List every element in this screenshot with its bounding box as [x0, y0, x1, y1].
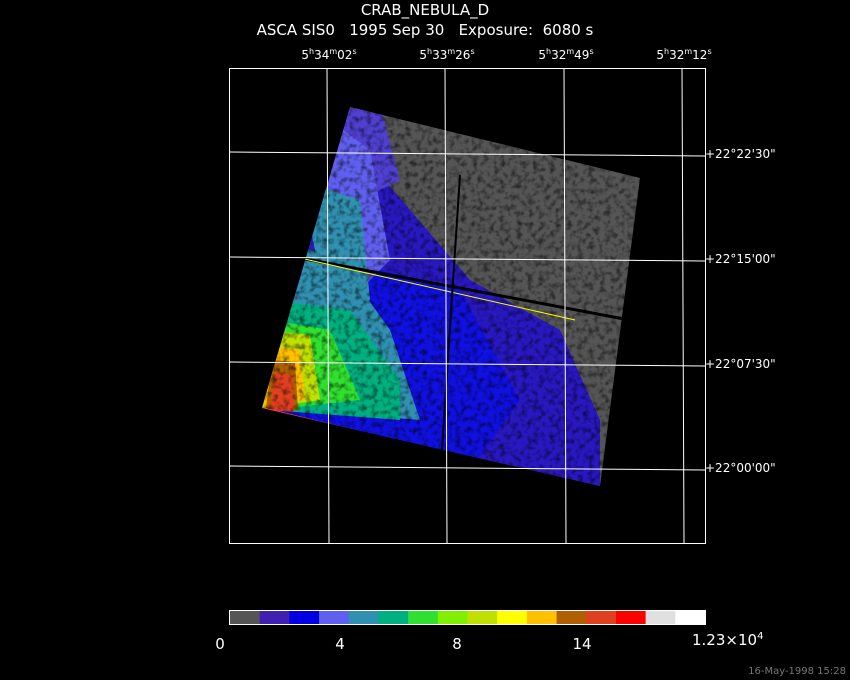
colorbar-swatch: [437, 611, 468, 624]
dec-label: +22°00'00": [705, 461, 776, 475]
ra-label: 5h34m02s: [301, 47, 357, 62]
observation-info: ASCA SIS0 1995 Sep 30 Exposure: 6080 s: [256, 21, 594, 39]
colorbar-max-label: 1.23×104: [692, 631, 764, 649]
colorbar-tick: 0: [215, 635, 225, 653]
colorbar-swatch: [675, 611, 706, 624]
colorbar-tick: 14: [572, 635, 592, 653]
colorbar-swatch: [556, 611, 587, 624]
ra-label: 5h32m49s: [538, 47, 594, 62]
ra-label: 5h33m26s: [419, 47, 475, 62]
plot-frame: [229, 68, 706, 544]
colorbar: [230, 611, 706, 624]
image-title: CRAB_NEBULA_D: [360, 1, 490, 19]
colorbar-swatch: [497, 611, 528, 624]
dec-label: +22°22'30": [705, 147, 776, 161]
colorbar-swatch: [615, 611, 647, 624]
colorbar-swatch: [348, 611, 379, 624]
dec-label: +22°15'00": [705, 252, 776, 266]
colorbar-swatch: [259, 611, 290, 624]
coordinate-grid: [229, 68, 706, 544]
colorbar-tick: 8: [452, 635, 462, 653]
colorbar-swatch: [319, 611, 350, 624]
colorbar-swatch: [645, 611, 676, 624]
xray-image: [262, 107, 640, 486]
ra-label: 5h32m12s: [656, 47, 712, 62]
colorbar-swatch: [586, 611, 617, 624]
colorbar-swatch: [467, 611, 498, 624]
colorbar-swatch: [408, 611, 439, 624]
colorbar-swatch: [526, 611, 558, 624]
colorbar-tick: 4: [335, 635, 345, 653]
colorbar-frame: [229, 610, 706, 625]
colorbar-swatch: [289, 611, 320, 624]
timestamp: 16-May-1998 15:28: [748, 666, 846, 677]
colorbar-swatch: [378, 611, 409, 624]
colorbar-swatch: [230, 611, 261, 624]
dec-label: +22°07'30": [705, 357, 776, 371]
